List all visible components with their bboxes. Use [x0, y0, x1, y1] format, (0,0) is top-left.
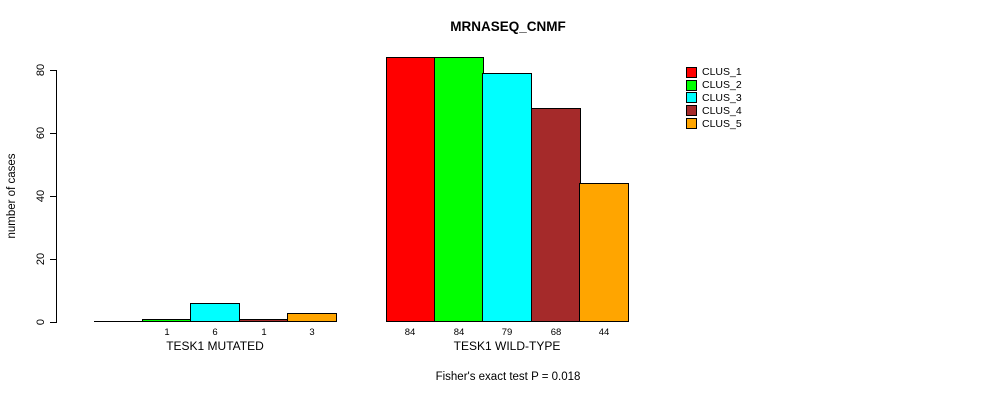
legend-swatch-icon	[686, 105, 697, 117]
y-axis-label: number of cases	[6, 153, 18, 239]
legend-item-clus_3: CLUS_3	[686, 92, 742, 105]
bar-clus_3	[190, 303, 240, 322]
legend-item-clus_1: CLUS_1	[686, 66, 742, 79]
y-tick	[50, 196, 56, 197]
legend-swatch-icon	[686, 79, 697, 91]
y-tick-label: 60	[35, 126, 47, 140]
legend-label: CLUS_1	[702, 66, 742, 79]
legend-label: CLUS_5	[702, 117, 742, 130]
legend-label: CLUS_2	[702, 79, 742, 92]
bar-clus_1	[386, 57, 435, 322]
bar-value-label: 84	[453, 327, 465, 338]
legend-label: CLUS_3	[702, 91, 742, 104]
bar-clus_5	[579, 183, 629, 322]
y-tick	[50, 70, 56, 71]
bar-value-label: 84	[404, 327, 416, 338]
y-tick	[50, 133, 56, 134]
y-tick	[50, 259, 56, 260]
legend-item-clus_5: CLUS_5	[686, 117, 742, 130]
bar-value-label: 6	[212, 327, 218, 338]
y-axis-line	[56, 70, 57, 323]
bar-clus_4	[239, 319, 289, 322]
y-tick	[50, 322, 56, 323]
group-label: TESK1 WILD-TYPE	[453, 339, 561, 353]
bar-value-label: 79	[501, 327, 513, 338]
legend-swatch-icon	[686, 66, 697, 78]
legend: CLUS_1 CLUS_2 CLUS_3 CLUS_4 CLUS_5	[686, 66, 742, 130]
y-tick-label: 80	[35, 63, 47, 77]
bar-clus_2	[142, 319, 192, 322]
legend-swatch-icon	[686, 92, 697, 104]
fisher-test-footnote: Fisher's exact test P = 0.018	[435, 371, 581, 383]
bar-clus_5	[287, 313, 337, 322]
bar-value-label: 1	[261, 327, 267, 338]
y-tick-label: 20	[35, 252, 47, 266]
bar-value-label: 68	[550, 327, 562, 338]
y-tick-label: 0	[35, 318, 47, 326]
bar-clus_3	[482, 73, 532, 322]
bar-value-label: 1	[164, 327, 170, 338]
legend-item-clus_4: CLUS_4	[686, 104, 742, 117]
bar-clus_4	[531, 108, 581, 322]
legend-label: CLUS_4	[702, 104, 742, 117]
legend-item-clus_2: CLUS_2	[686, 79, 742, 92]
bar-value-label: 44	[598, 327, 610, 338]
bar-value-label: 3	[309, 327, 315, 338]
bar-clus_2	[434, 57, 484, 322]
bar-clus_1	[94, 321, 143, 322]
group-label: TESK1 MUTATED	[166, 339, 264, 353]
legend-swatch-icon	[686, 118, 697, 130]
chart-title: MRNASEQ_CNMF	[450, 19, 566, 34]
y-tick-label: 40	[35, 189, 47, 203]
